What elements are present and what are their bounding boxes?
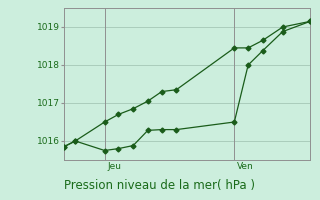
Text: Ven: Ven xyxy=(237,162,253,171)
Text: Pression niveau de la mer( hPa ): Pression niveau de la mer( hPa ) xyxy=(65,179,255,192)
Text: Jeu: Jeu xyxy=(107,162,121,171)
